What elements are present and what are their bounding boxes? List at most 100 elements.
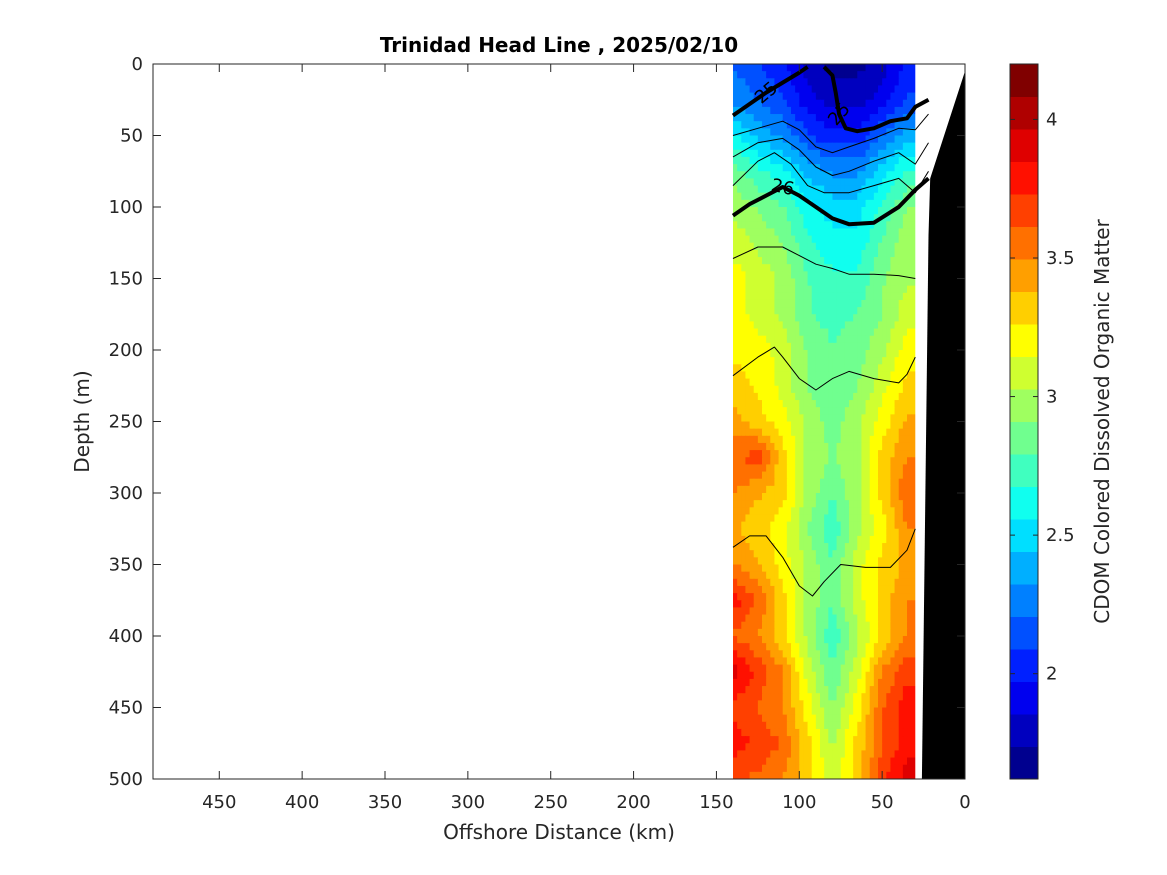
heatmap-cell bbox=[873, 507, 879, 516]
heatmap-cell bbox=[770, 543, 776, 551]
heatmap-cell bbox=[836, 278, 842, 287]
heatmap-cell bbox=[807, 378, 813, 387]
heatmap-cell bbox=[832, 657, 838, 666]
heatmap-cell bbox=[766, 364, 771, 373]
heatmap-cell bbox=[878, 578, 883, 587]
heatmap-cell bbox=[762, 85, 767, 94]
heatmap-cell bbox=[786, 557, 792, 566]
heatmap-cell bbox=[782, 328, 788, 337]
heatmap-cell bbox=[749, 271, 755, 280]
heatmap-cell bbox=[882, 207, 887, 215]
heatmap-cell bbox=[898, 764, 904, 773]
heatmap-cell bbox=[811, 543, 817, 551]
heatmap-cell bbox=[782, 171, 788, 179]
heatmap-cell bbox=[907, 757, 912, 766]
heatmap-cell bbox=[791, 421, 796, 430]
heatmap-cell bbox=[824, 564, 829, 573]
heatmap-cell bbox=[803, 550, 809, 558]
heatmap-cell bbox=[853, 571, 858, 580]
heatmap-cell bbox=[737, 78, 742, 87]
heatmap-cell bbox=[799, 528, 805, 537]
heatmap-cell bbox=[815, 392, 821, 401]
heatmap-cell bbox=[902, 457, 908, 465]
heatmap-cell bbox=[815, 771, 821, 779]
heatmap-cell bbox=[795, 106, 800, 115]
heatmap-cell bbox=[878, 292, 883, 301]
heatmap-cell bbox=[799, 421, 805, 430]
heatmap-cell bbox=[778, 99, 784, 108]
heatmap-cell bbox=[836, 328, 842, 337]
heatmap-cell bbox=[737, 750, 742, 759]
heatmap-cell bbox=[791, 114, 796, 122]
heatmap-cell bbox=[753, 457, 759, 465]
heatmap-cell bbox=[865, 450, 871, 458]
heatmap-cell bbox=[745, 578, 751, 587]
heatmap-cell bbox=[865, 643, 871, 651]
heatmap-cell bbox=[753, 321, 759, 330]
heatmap-cell bbox=[844, 350, 850, 358]
heatmap-cell bbox=[774, 507, 780, 516]
heatmap-cell bbox=[861, 678, 867, 687]
heatmap-cell bbox=[840, 585, 846, 594]
heatmap-cell bbox=[762, 171, 767, 179]
heatmap-cell bbox=[753, 507, 759, 516]
heatmap-cell bbox=[745, 85, 751, 94]
heatmap-cell bbox=[844, 257, 850, 265]
heatmap-cell bbox=[865, 385, 871, 394]
heatmap-cell bbox=[811, 171, 817, 179]
heatmap-cell bbox=[799, 121, 805, 129]
heatmap-cell bbox=[844, 114, 850, 122]
heatmap-cell bbox=[762, 299, 767, 308]
heatmap-cell bbox=[857, 743, 863, 751]
heatmap-cell bbox=[803, 99, 809, 108]
heatmap-cell bbox=[861, 671, 867, 680]
heatmap-cell bbox=[865, 78, 871, 87]
heatmap-cell bbox=[749, 700, 755, 709]
heatmap-cell bbox=[737, 350, 742, 358]
heatmap-cell bbox=[807, 614, 813, 623]
heatmap-cell bbox=[853, 249, 858, 258]
heatmap-cell bbox=[861, 643, 867, 651]
heatmap-cell bbox=[807, 271, 813, 280]
heatmap-cell bbox=[824, 106, 829, 115]
heatmap-cell bbox=[753, 228, 759, 237]
heatmap-cell bbox=[799, 342, 805, 351]
heatmap-cell bbox=[836, 507, 842, 516]
heatmap-cell bbox=[832, 271, 838, 280]
heatmap-cell bbox=[869, 249, 875, 258]
heatmap-cell bbox=[791, 371, 796, 380]
heatmap-cell bbox=[865, 500, 871, 508]
heatmap-cell bbox=[770, 285, 776, 294]
heatmap-cell bbox=[894, 400, 900, 408]
heatmap-cell bbox=[741, 564, 747, 573]
heatmap-cell bbox=[865, 743, 871, 751]
heatmap-cell bbox=[865, 292, 871, 301]
heatmap-cell bbox=[861, 64, 867, 72]
heatmap-cell bbox=[745, 328, 751, 337]
heatmap-cell bbox=[786, 235, 792, 244]
heatmap-cell bbox=[741, 643, 747, 651]
heatmap-cell bbox=[832, 686, 838, 694]
heatmap-cell bbox=[795, 99, 800, 108]
heatmap-cell bbox=[902, 707, 908, 716]
heatmap-cell bbox=[836, 471, 842, 480]
heatmap-cell bbox=[882, 757, 887, 766]
heatmap-cell bbox=[815, 106, 821, 115]
heatmap-cell bbox=[757, 214, 763, 222]
heatmap-cell bbox=[753, 106, 759, 115]
heatmap-cell bbox=[832, 457, 838, 465]
heatmap-cell bbox=[894, 750, 900, 759]
heatmap-cell bbox=[753, 700, 759, 709]
heatmap-cell bbox=[766, 643, 771, 651]
heatmap-cell bbox=[898, 650, 904, 659]
heatmap-cell bbox=[861, 321, 867, 330]
heatmap-cell bbox=[836, 593, 842, 601]
heatmap-cell bbox=[890, 257, 896, 265]
heatmap-cell bbox=[844, 371, 850, 380]
heatmap-cell bbox=[882, 678, 887, 687]
heatmap-cell bbox=[886, 550, 892, 558]
heatmap-cell bbox=[749, 678, 755, 687]
heatmap-cell bbox=[911, 700, 916, 709]
heatmap-cell bbox=[911, 128, 916, 137]
